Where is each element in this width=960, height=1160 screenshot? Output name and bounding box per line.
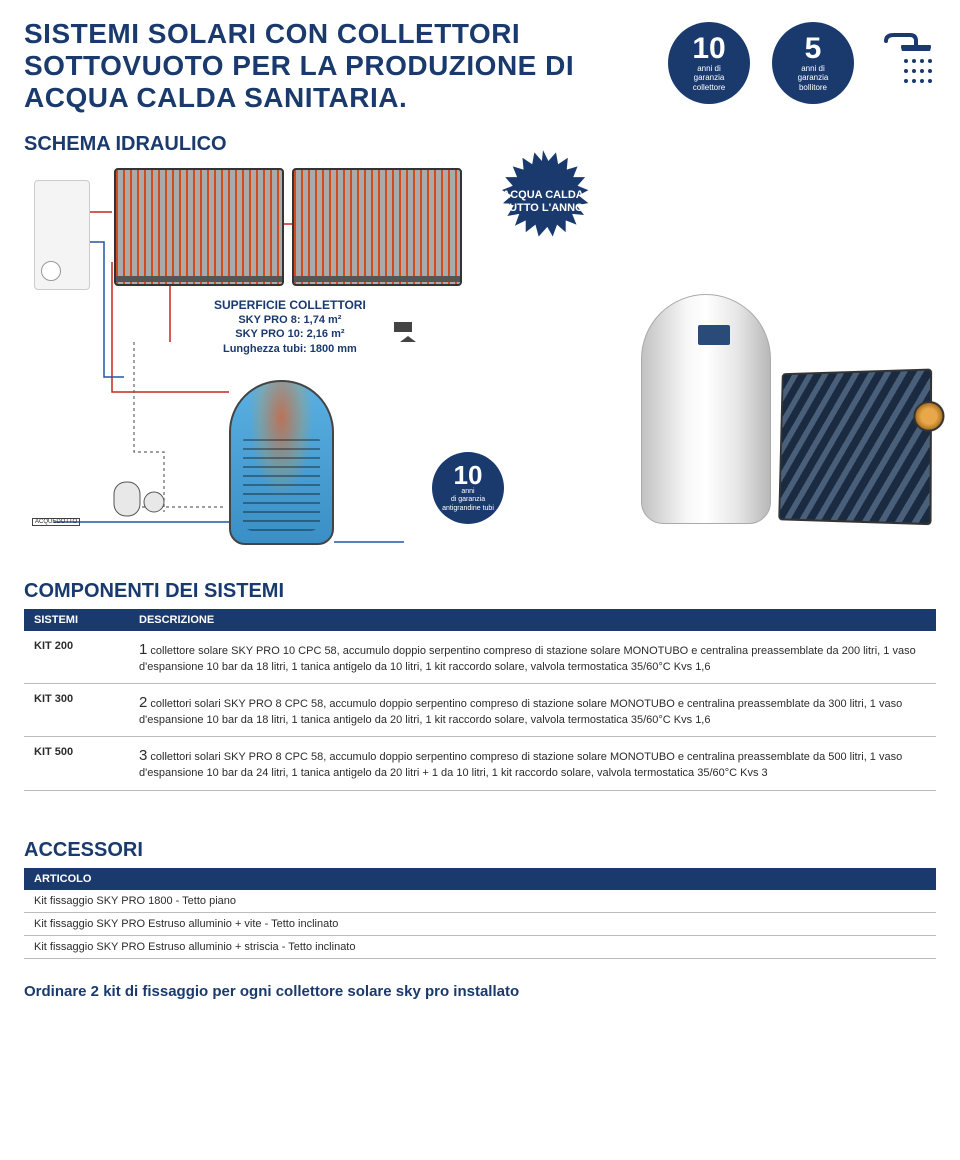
badge-tubes-line3: antigrandine tubi <box>442 505 494 513</box>
kit-name: KIT 200 <box>24 631 129 684</box>
product-photo <box>631 282 936 532</box>
badge-tubes-line1: anni <box>461 488 474 496</box>
collector-panel-2 <box>292 168 462 286</box>
collector-spec-line3: Lunghezza tubi: 1800 mm <box>214 342 366 356</box>
badge-boiler: 5 anni di garanzia bollitore <box>772 22 854 104</box>
wall-boiler-icon <box>34 180 90 290</box>
order-footnote: Ordinare 2 kit di fissaggio per ogni col… <box>24 983 936 1000</box>
accessory-item: Kit fissaggio SKY PRO Estruso alluminio … <box>24 935 936 958</box>
table-row: Kit fissaggio SKY PRO Estruso alluminio … <box>24 935 936 958</box>
badge-boiler-line2: garanzia <box>798 73 829 83</box>
badge-collector-num: 10 <box>692 34 725 64</box>
accessory-item: Kit fissaggio SKY PRO 1800 - Tetto piano <box>24 890 936 913</box>
table-row: KIT 500 3 collettori solari SKY PRO 8 CP… <box>24 737 936 790</box>
kit-desc: 2 collettori solari SKY PRO 8 CPC 58, ac… <box>129 683 936 736</box>
table-row: KIT 200 1 collettore solare SKY PRO 10 C… <box>24 631 936 684</box>
badge-collector-line2: garanzia <box>694 73 725 83</box>
collector-panel-1 <box>114 168 284 286</box>
storage-tank-icon <box>229 380 334 545</box>
kit-desc: 1 collettore solare SKY PRO 10 CPC 58, a… <box>129 631 936 684</box>
components-table: SISTEMI DESCRIZIONE KIT 200 1 collettore… <box>24 609 936 791</box>
shower-icon <box>876 31 936 96</box>
components-col2: DESCRIZIONE <box>129 609 936 631</box>
kit-name: KIT 500 <box>24 737 129 790</box>
solar-panel-photo <box>778 368 932 525</box>
accessories-col1: ARTICOLO <box>24 868 936 890</box>
starburst-line1: ACQUA CALDA <box>502 189 583 201</box>
cylinder-photo <box>641 294 771 524</box>
badge-boiler-line3: bollitore <box>799 83 827 93</box>
badge-tubes-num: 10 <box>454 462 483 488</box>
table-row: Kit fissaggio SKY PRO Estruso alluminio … <box>24 912 936 935</box>
badge-collector: 10 anni di garanzia collettore <box>668 22 750 104</box>
acquedotto-label: ACQUEDOTTO <box>32 518 80 526</box>
page-title: SISTEMI SOLARI CON COLLETTORI SOTTOVUOTO… <box>24 18 604 115</box>
collector-spec-line1: SKY PRO 8: 1,74 m² <box>214 313 366 327</box>
collector-spec-heading: SUPERFICIE COLLETTORI <box>214 298 366 314</box>
kit-name: KIT 300 <box>24 683 129 736</box>
starburst-line2: TUTTO L'ANNO <box>502 202 583 214</box>
components-heading: COMPONENTI DEI SISTEMI <box>24 580 936 603</box>
collector-spec-box: SUPERFICIE COLLETTORI SKY PRO 8: 1,74 m²… <box>214 298 366 356</box>
badge-tubes: 10 anni di garanzia antigrandine tubi <box>432 452 504 524</box>
collector-spec-line2: SKY PRO 10: 2,16 m² <box>214 327 366 341</box>
table-row: KIT 300 2 collettori solari SKY PRO 8 CP… <box>24 683 936 736</box>
warranty-badges: 10 anni di garanzia collettore 5 anni di… <box>668 18 936 104</box>
subhead-schema: SCHEMA IDRAULICO <box>24 133 936 156</box>
table-row: Kit fissaggio SKY PRO 1800 - Tetto piano <box>24 890 936 913</box>
badge-boiler-num: 5 <box>805 34 822 64</box>
badge-tubes-line2: di garanzia <box>451 496 485 504</box>
badge-collector-line3: collettore <box>693 83 725 93</box>
badge-collector-line1: anni di <box>697 64 721 74</box>
accessories-heading: ACCESSORI <box>24 839 936 862</box>
accessories-table: ARTICOLO Kit fissaggio SKY PRO 1800 - Te… <box>24 868 936 959</box>
components-col1: SISTEMI <box>24 609 129 631</box>
starburst-badge: ACQUA CALDA TUTTO L'ANNO <box>489 148 597 256</box>
badge-boiler-line1: anni di <box>801 64 825 74</box>
hydraulic-schematic: ACQUA CALDA TUTTO L'ANNO SUPERFICIE COLL… <box>24 162 936 562</box>
accessory-item: Kit fissaggio SKY PRO Estruso alluminio … <box>24 912 936 935</box>
kit-desc: 3 collettori solari SKY PRO 8 CPC 58, ac… <box>129 737 936 790</box>
